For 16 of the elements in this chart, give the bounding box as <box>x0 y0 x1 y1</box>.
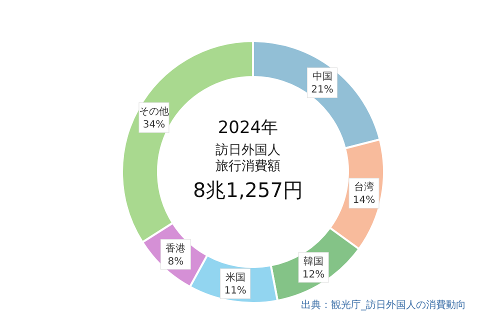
text: 2024年 <box>218 118 278 138</box>
data-label: 8% <box>168 256 184 268</box>
slice-label: 香港 <box>166 242 186 254</box>
data-label: 14% <box>352 195 376 206</box>
data-label: 12% <box>302 269 325 280</box>
slice-label: 韓国 <box>304 255 324 268</box>
slice-label: 台湾 <box>354 181 374 194</box>
data-label: 21% <box>311 84 334 96</box>
text: 8兆1,257円 <box>193 178 303 202</box>
source-note: 出典：観光庁_訪日外国人の消費動向 <box>301 299 466 311</box>
text: 訪日外国人旅行消費額 <box>216 143 280 174</box>
slice-label: 中国 <box>312 70 332 83</box>
data-label: 11% <box>224 286 246 297</box>
slice-label: その他 <box>138 106 169 118</box>
data-label: 34% <box>142 120 166 131</box>
slice-label: 米国 <box>225 272 246 284</box>
